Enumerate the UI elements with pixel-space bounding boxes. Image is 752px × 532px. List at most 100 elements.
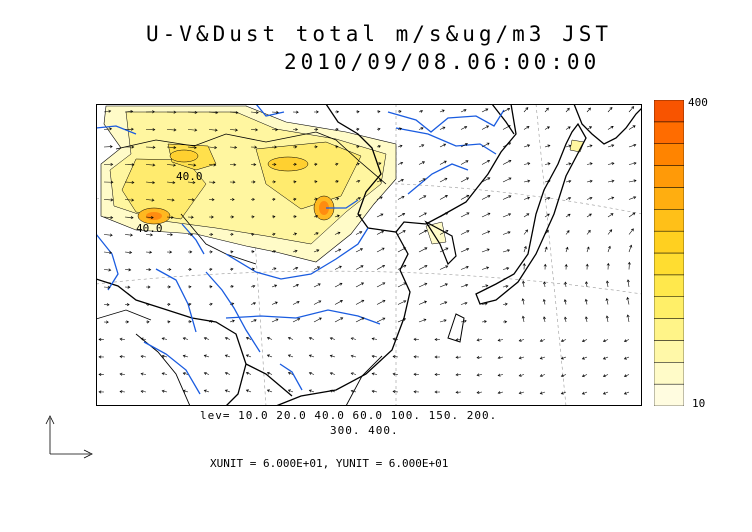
wind-arrow xyxy=(355,179,361,183)
wind-arrow xyxy=(287,336,294,340)
wind-arrow xyxy=(585,263,589,270)
wind-arrow xyxy=(560,391,567,395)
wind-arrow xyxy=(98,390,105,394)
wind-arrow xyxy=(208,128,218,132)
wind-arrow xyxy=(542,316,546,323)
wind-arrow xyxy=(628,212,636,218)
wind-arrow xyxy=(628,179,637,183)
wind-arrow xyxy=(418,229,428,235)
wind-arrow xyxy=(208,146,218,150)
wind-arrow xyxy=(124,127,134,131)
dust-plume xyxy=(100,105,585,263)
wind-arrow xyxy=(166,163,177,167)
wind-arrow xyxy=(605,315,609,323)
wind-arrow xyxy=(434,390,441,394)
wind-arrow xyxy=(145,163,156,167)
wind-arrow xyxy=(439,212,449,218)
wind-arrow xyxy=(308,371,315,375)
wind-arrow xyxy=(119,337,126,341)
wind-arrow xyxy=(334,282,343,288)
wind-arrow xyxy=(376,213,384,218)
wind-arrow xyxy=(521,280,525,288)
reference-vector xyxy=(45,415,93,459)
wind-arrow xyxy=(460,319,467,323)
wind-arrow xyxy=(439,160,447,165)
wind-arrow xyxy=(544,126,550,130)
wind-arrow xyxy=(103,303,110,307)
wind-arrow xyxy=(523,107,529,113)
wind-arrow xyxy=(166,128,177,132)
wind-arrow xyxy=(564,263,568,270)
wind-arrow xyxy=(397,144,403,148)
wind-arrow xyxy=(460,230,470,235)
wind-arrow xyxy=(481,230,491,235)
wind-arrow xyxy=(250,145,258,149)
wind-arrow xyxy=(376,196,383,200)
wind-arrow xyxy=(313,214,319,218)
wind-arrow xyxy=(140,354,147,358)
wind-arrow xyxy=(292,162,297,166)
wind-arrow xyxy=(376,145,381,148)
wind-arrow xyxy=(208,267,213,271)
wind-arrow xyxy=(250,128,259,132)
wind-arrow xyxy=(187,198,195,202)
wind-arrow xyxy=(313,266,321,270)
wind-arrow xyxy=(455,390,462,394)
wind-arrow xyxy=(229,128,239,132)
wind-arrow xyxy=(161,389,168,393)
wind-arrow xyxy=(460,265,469,270)
wind-arrow xyxy=(103,216,114,220)
wind-arrow xyxy=(103,285,111,289)
wind-arrow xyxy=(98,372,105,376)
colorbar-box xyxy=(654,340,684,363)
wind-arrow xyxy=(145,250,153,254)
wind-arrow xyxy=(586,179,593,183)
wind-arrow xyxy=(208,163,217,167)
wind-arrow xyxy=(628,228,634,235)
wind-arrow xyxy=(626,296,630,305)
wind-arrow xyxy=(208,198,215,202)
wind-arrow xyxy=(584,281,589,288)
wind-arrow xyxy=(140,337,147,341)
wind-arrow xyxy=(607,162,615,166)
wind-arrow xyxy=(124,233,133,237)
wind-arrow xyxy=(334,317,344,323)
wind-arrow xyxy=(565,213,571,218)
wind-arrow xyxy=(166,285,171,289)
wind-arrow xyxy=(544,144,551,148)
wind-arrow xyxy=(271,215,276,219)
wind-arrow xyxy=(245,371,252,375)
wind-arrow xyxy=(397,247,407,253)
wind-arrow xyxy=(355,127,360,131)
wind-arrow xyxy=(103,127,113,131)
wind-arrow xyxy=(182,389,189,393)
wind-arrow xyxy=(439,301,448,305)
wind-arrow xyxy=(502,249,511,253)
wind-arrow xyxy=(313,180,318,184)
wind-arrow xyxy=(544,179,551,183)
wind-arrow xyxy=(607,213,614,218)
wind-arrow xyxy=(502,107,511,113)
wind-arrow xyxy=(418,264,428,270)
wind-arrow xyxy=(292,180,297,184)
wind-arrow xyxy=(539,374,546,377)
wind-arrow xyxy=(481,108,489,113)
wind-arrow xyxy=(586,213,592,218)
plot-title: U-V&Dust total m/s&ug/m3 JST xyxy=(146,22,613,46)
wind-arrow xyxy=(355,214,362,218)
wind-arrow xyxy=(145,198,155,202)
wind-arrow xyxy=(605,280,609,288)
wind-arrow xyxy=(187,320,192,324)
wind-arrow xyxy=(418,109,424,113)
wind-arrow xyxy=(522,263,526,270)
wind-arrow xyxy=(103,233,113,237)
wind-arrow xyxy=(313,232,319,236)
wind-arrow xyxy=(565,107,570,113)
wind-arrow xyxy=(224,371,231,375)
wind-arrow xyxy=(565,162,572,166)
wind-arrow xyxy=(292,127,299,132)
wind-arrow xyxy=(271,162,277,166)
wind-arrow xyxy=(434,355,441,359)
wind-arrow xyxy=(523,126,530,130)
wind-arrow xyxy=(518,338,525,342)
